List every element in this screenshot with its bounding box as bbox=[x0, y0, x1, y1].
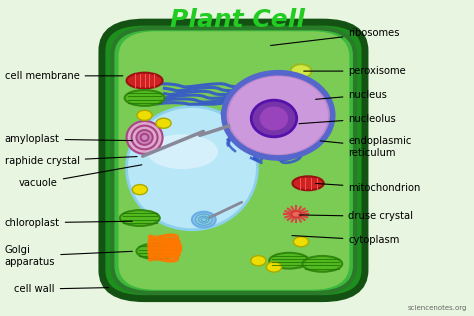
Text: ribosomes: ribosomes bbox=[271, 28, 400, 46]
Text: peroxisome: peroxisome bbox=[304, 66, 406, 76]
Text: chloroplast: chloroplast bbox=[5, 218, 132, 228]
Text: Golgi
apparatus: Golgi apparatus bbox=[5, 245, 132, 267]
Ellipse shape bbox=[156, 118, 171, 128]
Ellipse shape bbox=[302, 256, 342, 272]
Text: cell membrane: cell membrane bbox=[5, 71, 123, 81]
Text: sciencenotes.org: sciencenotes.org bbox=[408, 305, 467, 311]
Ellipse shape bbox=[132, 185, 147, 195]
Text: mitochondrion: mitochondrion bbox=[316, 183, 421, 193]
Ellipse shape bbox=[292, 211, 301, 217]
Ellipse shape bbox=[125, 90, 164, 106]
Ellipse shape bbox=[141, 134, 148, 141]
Ellipse shape bbox=[260, 106, 288, 131]
Ellipse shape bbox=[292, 176, 324, 190]
Text: nucleus: nucleus bbox=[316, 90, 387, 100]
Ellipse shape bbox=[127, 73, 163, 88]
Ellipse shape bbox=[224, 73, 333, 158]
FancyBboxPatch shape bbox=[118, 31, 349, 290]
Ellipse shape bbox=[228, 76, 328, 154]
Ellipse shape bbox=[293, 237, 309, 247]
Ellipse shape bbox=[269, 253, 309, 269]
Text: druse crystal: druse crystal bbox=[299, 211, 413, 222]
Ellipse shape bbox=[127, 106, 257, 230]
Ellipse shape bbox=[120, 210, 160, 226]
Text: endoplasmic
reticulum: endoplasmic reticulum bbox=[320, 136, 412, 158]
Ellipse shape bbox=[127, 121, 163, 154]
FancyBboxPatch shape bbox=[102, 22, 365, 299]
Ellipse shape bbox=[291, 64, 311, 78]
Text: cytoplasm: cytoplasm bbox=[292, 235, 400, 245]
Ellipse shape bbox=[266, 262, 282, 272]
Text: cell wall: cell wall bbox=[14, 284, 109, 294]
Ellipse shape bbox=[251, 256, 266, 266]
Text: vacuole: vacuole bbox=[19, 165, 142, 188]
Text: Plant Cell: Plant Cell bbox=[170, 8, 304, 32]
Ellipse shape bbox=[147, 134, 218, 169]
Ellipse shape bbox=[137, 130, 153, 145]
Ellipse shape bbox=[192, 212, 216, 228]
Text: raphide crystal: raphide crystal bbox=[5, 156, 137, 166]
Ellipse shape bbox=[132, 126, 157, 149]
Text: amyloplast: amyloplast bbox=[5, 134, 132, 144]
FancyBboxPatch shape bbox=[112, 28, 355, 293]
Text: nucleolus: nucleolus bbox=[299, 113, 396, 124]
Ellipse shape bbox=[137, 110, 152, 120]
Ellipse shape bbox=[137, 243, 176, 259]
Ellipse shape bbox=[251, 100, 297, 137]
